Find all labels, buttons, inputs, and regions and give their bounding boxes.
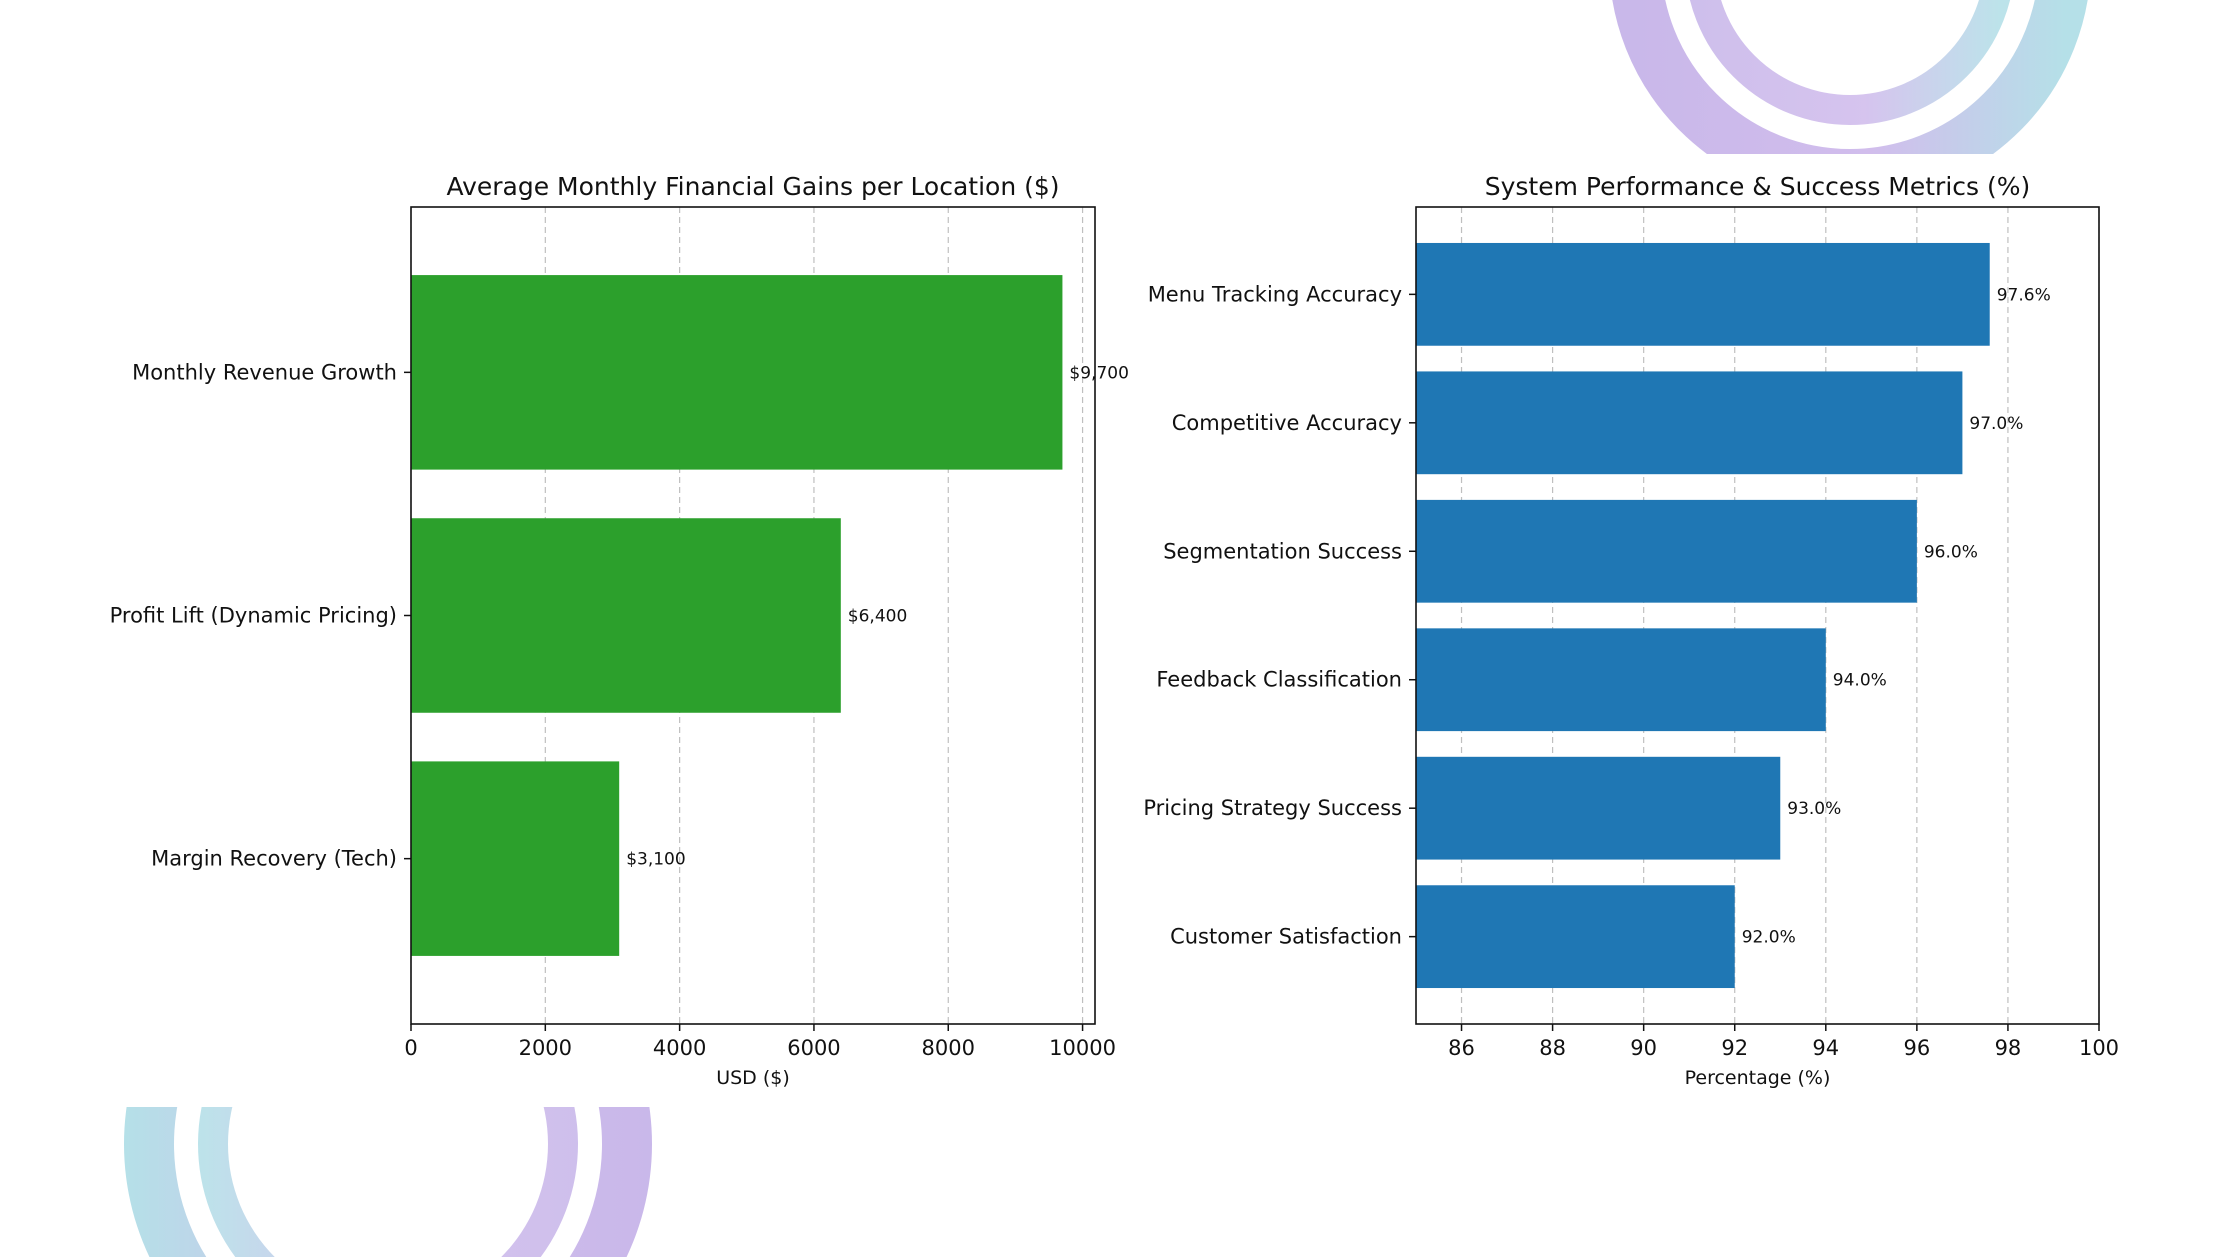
y-tick-label: Pricing Strategy Success xyxy=(1143,796,1402,820)
bar-6 xyxy=(1416,885,1735,989)
bar-5 xyxy=(1416,756,1781,860)
x-tick-label: 92 xyxy=(1721,1036,1748,1060)
ring-outer-band xyxy=(124,1107,652,1257)
x-axis-label: Percentage (%) xyxy=(1685,1067,1831,1089)
value-label: 96.0% xyxy=(1924,542,1978,562)
y-tick-label: Competitive Accuracy xyxy=(1172,411,1402,435)
chart-title: System Performance & Success Metrics (%) xyxy=(1485,172,2031,201)
bar-2 xyxy=(1416,371,1963,475)
chart-title: Average Monthly Financial Gains per Loca… xyxy=(446,172,1059,201)
bar-1 xyxy=(1416,242,1990,346)
value-label: 93.0% xyxy=(1787,799,1841,819)
bar-3 xyxy=(1416,499,1917,603)
chart-1: $9,700 Monthly Revenue Growth $6,400 Profit… xyxy=(110,172,1129,1089)
x-tick-label: 2000 xyxy=(519,1036,572,1060)
decorative-ring-top-right xyxy=(1612,0,2088,154)
axes-frame xyxy=(1415,206,2100,1025)
x-tick-label: 8000 xyxy=(922,1036,975,1060)
x-tick-label: 86 xyxy=(1448,1036,1475,1060)
ring-inner-band xyxy=(198,1107,578,1257)
x-tick-label: 6000 xyxy=(787,1036,840,1060)
x-tick-label: 88 xyxy=(1539,1036,1566,1060)
bar-3 xyxy=(411,761,620,956)
x-tick-label: 10000 xyxy=(1049,1036,1116,1060)
bar-2 xyxy=(411,518,841,713)
value-label: 97.0% xyxy=(1969,414,2023,434)
decorative-ring-bottom-left xyxy=(124,1107,652,1257)
value-label: 97.6% xyxy=(1997,285,2051,305)
y-tick-label: Segmentation Success xyxy=(1163,539,1402,563)
x-tick-label: 100 xyxy=(2079,1036,2119,1060)
value-label: $6,400 xyxy=(848,607,907,627)
value-label: 92.0% xyxy=(1742,928,1796,948)
y-tick-label: Customer Satisfaction xyxy=(1170,925,1402,949)
x-axis-label: USD ($) xyxy=(716,1067,790,1089)
x-tick-label: 96 xyxy=(1903,1036,1930,1060)
chart-2: 97.6% Menu Tracking Accuracy 97.0% Competit… xyxy=(1143,172,2119,1089)
y-tick-label: Margin Recovery (Tech) xyxy=(151,847,397,871)
x-tick-label: 90 xyxy=(1630,1036,1657,1060)
y-tick-label: Menu Tracking Accuracy xyxy=(1148,282,1402,306)
x-tick-label: 4000 xyxy=(653,1036,706,1060)
y-tick-label: Profit Lift (Dynamic Pricing) xyxy=(110,604,397,628)
bar-1 xyxy=(411,275,1063,470)
x-tick-label: 98 xyxy=(1995,1036,2022,1060)
ring-inner-band xyxy=(1689,0,2011,125)
y-tick-label: Feedback Classification xyxy=(1156,668,1402,692)
bar-4 xyxy=(1416,628,1826,732)
x-tick-label: 94 xyxy=(1812,1036,1839,1060)
value-label: $9,700 xyxy=(1069,363,1128,383)
value-label: $3,100 xyxy=(626,850,685,870)
axes-frame xyxy=(410,206,1096,1025)
y-tick-label: Monthly Revenue Growth xyxy=(132,360,397,384)
x-tick-label: 0 xyxy=(404,1036,417,1060)
value-label: 94.0% xyxy=(1833,671,1887,691)
